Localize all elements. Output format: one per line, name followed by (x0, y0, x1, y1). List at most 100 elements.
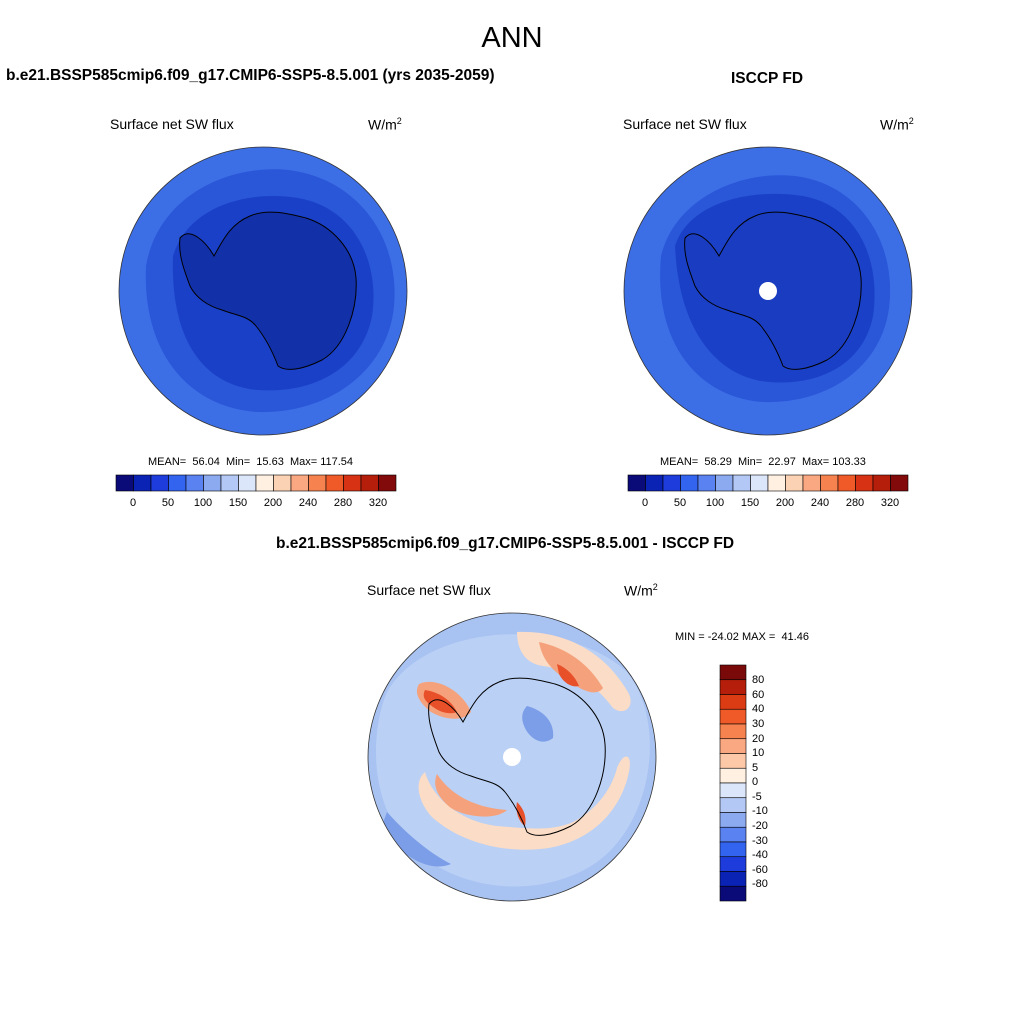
diff-colorbar-tick: -10 (752, 805, 768, 817)
right-colorbar-tick: 280 (845, 497, 865, 509)
colorbar-swatch (697, 474, 716, 492)
diff-colorbar-tick: 80 (752, 674, 765, 686)
colorbar-swatch (719, 782, 747, 799)
colorbar-swatch (719, 856, 747, 872)
figure-title: ANN (481, 22, 543, 54)
colorbar-swatch (872, 474, 891, 492)
left-colorbar-tick: 280 (333, 497, 353, 509)
colorbar-swatch (719, 723, 747, 740)
colorbar-swatch (185, 474, 204, 492)
colorbar-swatch (325, 474, 344, 492)
left-colorbar-tick: 0 (129, 497, 137, 509)
right-stats: MEAN= 58.29 Min= 22.97 Max= 103.33 (660, 456, 866, 468)
left-colorbar-tick: 150 (228, 497, 248, 509)
colorbar-swatch (378, 474, 397, 492)
diff-map-positive-strong (423, 690, 457, 714)
left-colorbar-tick: 320 (368, 497, 388, 509)
colorbar-swatch (719, 812, 747, 828)
colorbar-swatch (203, 474, 222, 492)
diff-map-positive-strong (516, 802, 526, 826)
colorbar-swatch (115, 474, 134, 492)
diff-colorbar-tick: -40 (752, 849, 768, 861)
diff-map-positive-ring-weak (418, 756, 630, 850)
colorbar-swatch (238, 474, 257, 492)
colorbar-swatch (820, 474, 839, 492)
colorbar-swatch (168, 474, 187, 492)
colorbar-swatch (719, 708, 747, 725)
colorbar-swatch (785, 474, 804, 492)
left-units-label: W/m2 (368, 116, 402, 133)
diff-min-max: MIN = -24.02 MAX = 41.46 (675, 631, 809, 643)
diff-map-pole-gap (503, 748, 521, 766)
diff-colorbar-tick: 30 (752, 718, 765, 730)
colorbar-swatch (719, 753, 747, 769)
left-stats: MEAN= 56.04 Min= 15.63 Max= 117.54 (148, 456, 354, 468)
colorbar-swatch (662, 474, 681, 492)
diff-colorbar-tick: 5 (752, 762, 759, 774)
right-colorbar-tick: 150 (740, 497, 760, 509)
left-map-coastline (179, 211, 357, 370)
diff-panel-title: b.e21.BSSP585cmip6.f09_g17.CMIP6-SSP5-8.… (276, 535, 735, 552)
left-colorbar-tick: 200 (263, 497, 283, 509)
diff-colorbar-tick: -20 (752, 820, 768, 832)
colorbar-swatch (890, 474, 909, 492)
colorbar-swatch (220, 474, 239, 492)
colorbar-swatch (719, 767, 747, 784)
diff-map-negative (381, 812, 451, 867)
colorbar-swatch (802, 474, 821, 492)
diff-colorbar-tick: -60 (752, 864, 768, 876)
diff-variable-label: Surface net SW flux (367, 582, 491, 598)
colorbar-swatch (855, 474, 874, 492)
right-units-label: W/m2 (880, 116, 914, 133)
colorbar-swatch (719, 679, 747, 695)
diff-colorbar-tick: -5 (752, 791, 762, 803)
right-colorbar-tick: 50 (673, 497, 687, 509)
diff-colorbar-tick: 10 (752, 747, 765, 759)
right-colorbar-tick: 320 (880, 497, 900, 509)
diff-polar-map (367, 612, 657, 902)
left-map-land (179, 212, 357, 370)
colorbar-swatch (837, 474, 856, 492)
left-variable-label: Surface net SW flux (110, 116, 234, 132)
colorbar-swatch (719, 797, 747, 813)
colorbar-swatch (308, 474, 327, 492)
right-colorbar-tick: 100 (705, 497, 725, 509)
right-map-pole-gap (759, 282, 777, 300)
colorbar-swatch (273, 474, 292, 492)
diff-colorbar-tick: -80 (752, 878, 768, 890)
colorbar-swatch (133, 474, 152, 492)
colorbar-swatch (719, 885, 747, 902)
diff-map-negative (522, 706, 554, 742)
left-colorbar-tick: 240 (298, 497, 318, 509)
colorbar-swatch (645, 474, 664, 492)
colorbar-swatch (719, 694, 747, 710)
colorbar-swatch (290, 474, 309, 492)
diff-units-label: W/m2 (624, 582, 658, 599)
left-colorbar-tick: 50 (161, 497, 175, 509)
colorbar-swatch (719, 664, 747, 681)
diff-colorbar-tick: 40 (752, 703, 765, 715)
diff-colorbar-tick: 0 (752, 776, 759, 788)
colorbar-swatch (750, 474, 769, 492)
diff-colorbar (719, 664, 747, 902)
left-panel-title: b.e21.BSSP585cmip6.f09_g17.CMIP6-SSP5-8.… (6, 67, 495, 84)
diff-colorbar-tick: -30 (752, 835, 768, 847)
left-colorbar (115, 474, 397, 492)
right-colorbar-tick: 0 (641, 497, 649, 509)
diff-map-positive-medium (539, 642, 603, 693)
right-panel-title: ISCCP FD (731, 70, 804, 87)
colorbar-swatch (150, 474, 169, 492)
colorbar-swatch (360, 474, 379, 492)
left-colorbar-tick: 100 (193, 497, 213, 509)
colorbar-swatch (680, 474, 699, 492)
diff-map-positive-strong (557, 664, 579, 687)
colorbar-swatch (343, 474, 362, 492)
right-colorbar-tick: 200 (775, 497, 795, 509)
colorbar-swatch (719, 826, 747, 843)
colorbar-swatch (719, 841, 747, 858)
colorbar-swatch (732, 474, 751, 492)
diff-map-positive-medium (435, 774, 507, 817)
right-colorbar (627, 474, 909, 492)
diff-colorbar-tick: 20 (752, 733, 765, 745)
diff-colorbar-tick: 60 (752, 689, 765, 701)
